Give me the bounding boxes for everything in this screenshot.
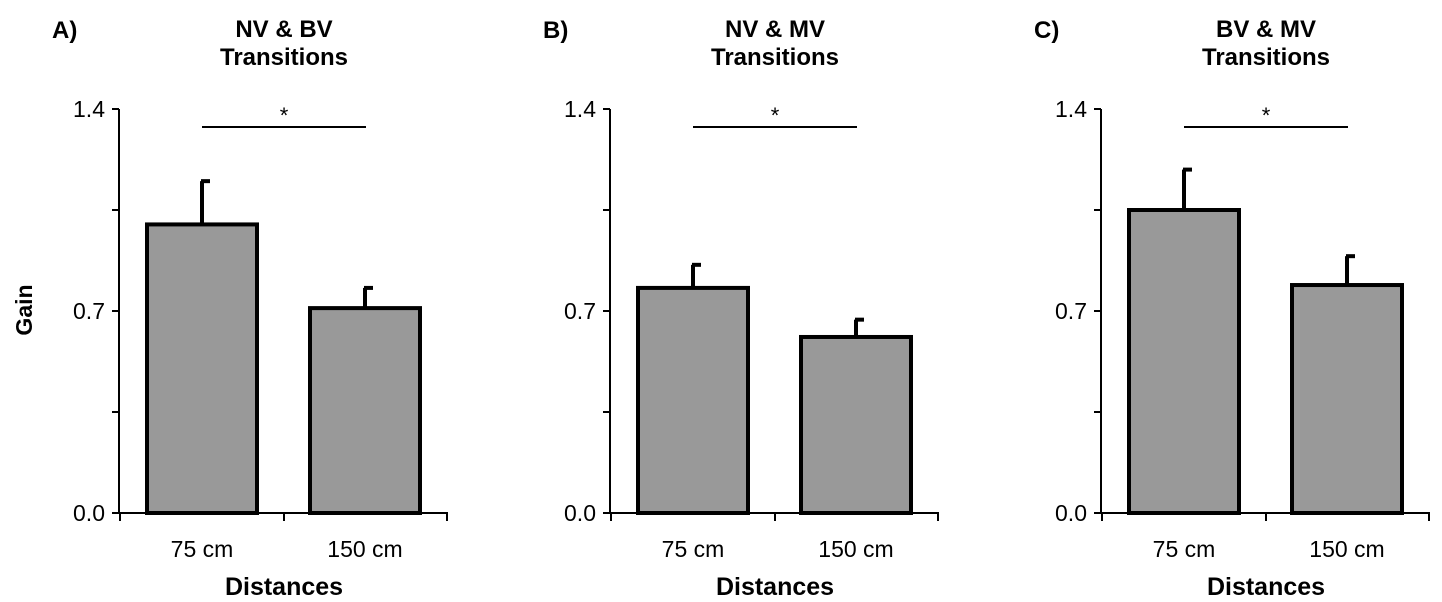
panel-1-significance-star: *	[280, 103, 289, 128]
panel-2-x-tick-label-2: 150 cm	[818, 536, 893, 562]
panel-3-x-axis-label: Distances	[1207, 573, 1325, 601]
panel-1-bar-1	[145, 222, 259, 516]
panel-3-y-tick-label: 0.0	[1055, 500, 1087, 526]
panel-1-letter: A)	[52, 17, 77, 44]
panel-3-y-tick-label: 0.7	[1055, 298, 1087, 324]
panel-3-significance-star: *	[1262, 103, 1271, 128]
panel-2-letter: B)	[543, 17, 568, 44]
panel-2-y-tick-label: 1.4	[564, 96, 596, 122]
panel-1-y-tick-label: 0.7	[73, 298, 105, 324]
panel-2-x-axis-label: Distances	[716, 573, 834, 601]
panel-2-y-tick-label: 0.7	[564, 298, 596, 324]
panel-3-bar-1	[1127, 208, 1241, 515]
panel-1-y-tick-label: 0.0	[73, 500, 105, 526]
panel-2-title-line-2: Transitions	[711, 44, 839, 71]
panel-1-bar-2	[308, 306, 422, 515]
panel-2-bar-2	[799, 334, 913, 515]
panel-2-y-tick-label: 0.0	[564, 500, 596, 526]
panel-2-title-line-1: NV & MV	[725, 16, 825, 43]
panel-1-x-tick-label-1: 75 cm	[171, 536, 234, 562]
panel-3-y-tick-label: 1.4	[1055, 96, 1087, 122]
panel-2-bar-1	[636, 285, 750, 515]
panel-3-title-line-2: Transitions	[1202, 44, 1330, 71]
panel-3-bar-2	[1290, 283, 1404, 515]
panel-1-x-tick-label-2: 150 cm	[327, 536, 402, 562]
panel-1-y-tick-label: 1.4	[73, 96, 105, 122]
panel-3-title-line-1: BV & MV	[1216, 16, 1316, 43]
panel-2-significance-star: *	[771, 103, 780, 128]
panel-1-title-line-1: NV & BV	[235, 16, 332, 43]
panel-3-x-tick-label-1: 75 cm	[1153, 536, 1216, 562]
panel-3-letter: C)	[1034, 17, 1059, 44]
y-axis-label: Gain	[11, 284, 37, 335]
panel-1-title-line-2: Transitions	[220, 44, 348, 71]
panel-1-x-axis-label: Distances	[225, 573, 343, 601]
panel-2-x-tick-label-1: 75 cm	[662, 536, 725, 562]
panel-3-x-tick-label-2: 150 cm	[1309, 536, 1384, 562]
